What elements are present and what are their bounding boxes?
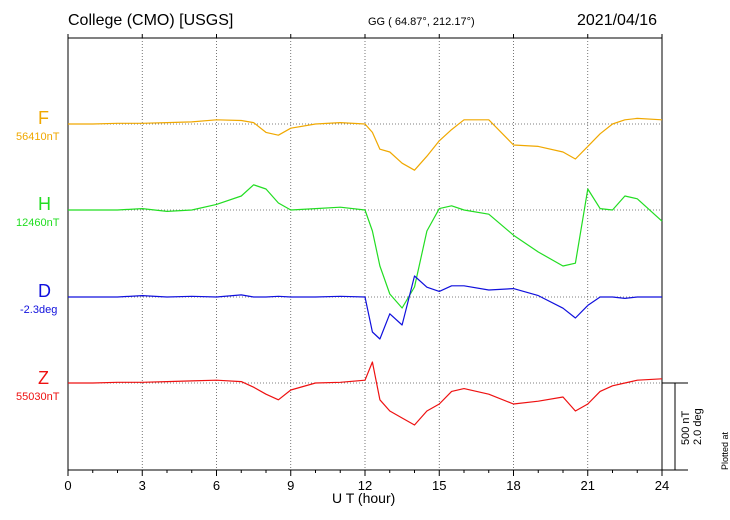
series-line-d — [68, 275, 662, 340]
scale-label-nt: 500 nT — [680, 410, 692, 445]
baseline-label-z: 55030nT — [16, 391, 60, 403]
baseline-label-d: -2.3deg — [20, 304, 58, 316]
series-line-z — [68, 361, 663, 426]
chart-title: College (CMO) [USGS] — [68, 12, 234, 29]
component-label-h: H — [38, 194, 51, 214]
x-axis-label: U T (hour) — [332, 490, 396, 506]
chart-date: 2021/04/16 — [577, 12, 658, 29]
baseline-label-h: 12460nT — [16, 217, 60, 229]
x-tick-label: 15 — [432, 478, 446, 493]
x-tick-label: 0 — [64, 478, 71, 493]
component-label-d: D — [38, 281, 51, 301]
x-tick-label: 21 — [581, 478, 595, 493]
x-tick-label: 12 — [358, 478, 372, 493]
component-label-z: Z — [38, 368, 49, 388]
component-label-f: F — [38, 108, 49, 128]
x-tick-label: 9 — [287, 478, 294, 493]
station-coordinates: GG ( 64.87°, 212.17°) — [368, 16, 475, 28]
x-tick-label: 24 — [655, 478, 669, 493]
x-tick-label: 3 — [139, 478, 146, 493]
scale-label: 500 nT 2.0 deg — [680, 408, 704, 445]
plotted-timestamp: Plotted at 2021/05/17 01:32 UT — [720, 431, 730, 470]
scale-label-deg: 2.0 deg — [692, 408, 704, 445]
series-line-f — [68, 117, 663, 171]
x-tick-label: 6 — [213, 478, 220, 493]
series-line-h — [68, 184, 663, 309]
x-tick-label: 18 — [506, 478, 520, 493]
baseline-label-f: 56410nT — [16, 131, 60, 143]
